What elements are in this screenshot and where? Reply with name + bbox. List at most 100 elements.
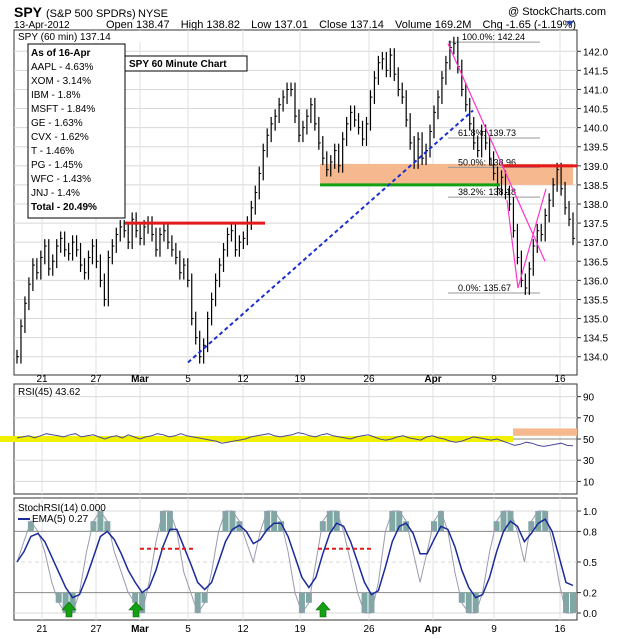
stoch-overbought-fill — [222, 511, 229, 532]
falling-wedge-lower — [506, 188, 547, 289]
stoch-overbought-fill — [104, 521, 111, 532]
open-value: 138.47 — [136, 19, 170, 31]
price-axis-label: 138.5 — [583, 181, 608, 192]
weight-row: JNJ - 1.4% — [31, 188, 80, 199]
stoch-axis-label: 0.8 — [583, 527, 597, 538]
rsi-axis-label: 90 — [583, 393, 595, 404]
close-value: 137.14 — [350, 19, 384, 31]
open-label: Open — [106, 19, 133, 31]
stoch-overbought-fill — [264, 511, 271, 532]
fib-label: 38.2%: 138.18 — [458, 187, 516, 197]
fib-label: 0.0%: 135.67 — [458, 283, 511, 293]
price-axis-label: 134.0 — [583, 353, 608, 364]
stoch-axis-label: 0.2 — [583, 589, 597, 600]
price-axis-label: 137.0 — [583, 238, 608, 249]
stoch-oversold-fill — [458, 592, 465, 603]
axes: 134.0 134.5 135.0 135.5 136.0 136.5 137.0 137.5… — [36, 47, 608, 635]
price-axis-label: 137.5 — [583, 219, 608, 230]
weight-row: CVX - 1.62% — [31, 132, 89, 143]
stoch-overbought-fill — [528, 521, 535, 532]
x-axis-label-bottom: 21 — [36, 624, 48, 635]
stoch-oversold-fill — [563, 592, 570, 613]
exchange: NYSE — [138, 8, 168, 20]
stoch-overbought-fill — [437, 511, 444, 532]
stoch-legend: StochRSI(14) 0.000 — [18, 503, 106, 514]
buy-arrow-icon — [128, 601, 144, 618]
overlays — [61, 43, 577, 618]
stoch-overbought-fill — [500, 511, 507, 532]
stoch-oversold-fill — [465, 592, 472, 613]
stoch-axis-label: 0.0 — [583, 609, 597, 620]
buy-arrow-icon — [315, 601, 331, 618]
stoch-overbought-fill — [97, 511, 104, 532]
x-axis-label-bottom: Mar — [131, 624, 149, 635]
stochrsi-line — [16, 509, 573, 615]
stoch-overbought-fill — [389, 511, 396, 532]
stoch-oversold-fill — [132, 592, 139, 603]
weight-row: Total - 20.49% — [31, 202, 97, 213]
stoch-overbought-fill — [396, 511, 403, 532]
stoch-overbought-fill — [90, 521, 97, 532]
chg-label: Chg — [483, 19, 503, 31]
price-axis-label: 140.5 — [583, 105, 608, 116]
x-axis-label-bottom: Apr — [424, 624, 441, 635]
stoch-overbought-fill — [535, 511, 542, 532]
stoch-overbought-fill — [159, 511, 166, 532]
chart-date: 13-Apr-2012 — [14, 20, 70, 31]
stoch-overbought-fill — [271, 511, 278, 532]
chart-annotation: SPY 60 Minute Chart — [129, 59, 227, 70]
x-axis-label: 21 — [36, 374, 48, 385]
falling-wedge-upper — [447, 43, 546, 262]
weight-row: T - 1.46% — [31, 146, 74, 157]
stoch-axis-label: 1.0 — [583, 507, 597, 518]
stoch-oversold-fill — [62, 592, 69, 613]
volume-label: Volume — [395, 19, 432, 31]
rsi-resistance-zone — [513, 428, 577, 436]
x-axis-label-bottom: 16 — [554, 624, 566, 635]
price-axis-label: 136.0 — [583, 276, 608, 287]
x-axis-label: Mar — [131, 374, 149, 385]
price-axis-label: 138.0 — [583, 200, 608, 211]
stoch-overbought-fill — [319, 521, 326, 532]
price-axis-label: 142.0 — [583, 47, 608, 58]
rsi-yellow-band — [0, 436, 513, 442]
price-axis-label: 135.5 — [583, 295, 608, 306]
trend-line — [187, 109, 474, 364]
weights-list: AAPL - 4.63% XOM - 3.14% IBM - 1.8% MSFT - … — [31, 62, 97, 213]
buy-arrow-icon — [61, 601, 77, 618]
close-label: Close — [319, 19, 347, 31]
stoch-oversold-fill — [69, 592, 76, 613]
price-axis-label: 135.0 — [583, 315, 608, 326]
price-legend: SPY (60 min) 137.14 — [18, 32, 111, 43]
stoch-overbought-fill — [333, 511, 340, 532]
stoch-oversold-fill — [55, 592, 62, 603]
stoch-oversold-fill — [368, 592, 375, 613]
low-label: Low — [251, 19, 271, 31]
ema-legend: EMA(5) 0.27 — [32, 514, 89, 525]
x-axis-label: 19 — [294, 374, 306, 385]
weight-row: GE - 1.63% — [31, 118, 83, 129]
stoch-overbought-fill — [326, 511, 333, 532]
ohlc-readout: Open 138.47 High 138.82 Low 137.01 Close… — [106, 19, 576, 31]
x-axis-label: 27 — [90, 374, 102, 385]
x-axis-label: 9 — [491, 374, 497, 385]
rsi-legend: RSI(45) 43.62 — [18, 387, 81, 398]
annotation-box — [124, 55, 248, 72]
weight-row: WFC - 1.43% — [31, 174, 91, 185]
chg-value: -1.65 (-1.19%) — [506, 19, 576, 31]
weight-row: XOM - 3.14% — [31, 76, 91, 87]
x-axis-label: 26 — [363, 374, 375, 385]
price-series — [16, 36, 575, 615]
weight-row: IBM - 1.8% — [31, 90, 81, 101]
menu-triangle-icon[interactable] — [566, 21, 574, 26]
price-axis-label: 134.5 — [583, 334, 608, 345]
x-axis-label: Apr — [424, 374, 441, 385]
price-axis-label: 139.0 — [583, 162, 608, 173]
x-axis-label-bottom: 12 — [237, 624, 249, 635]
ema-line — [16, 518, 574, 599]
weights-table — [27, 43, 126, 219]
stoch-oversold-fill — [194, 592, 201, 613]
stoch-overbought-fill — [493, 521, 500, 532]
rsi-axis-label: 30 — [583, 456, 595, 467]
